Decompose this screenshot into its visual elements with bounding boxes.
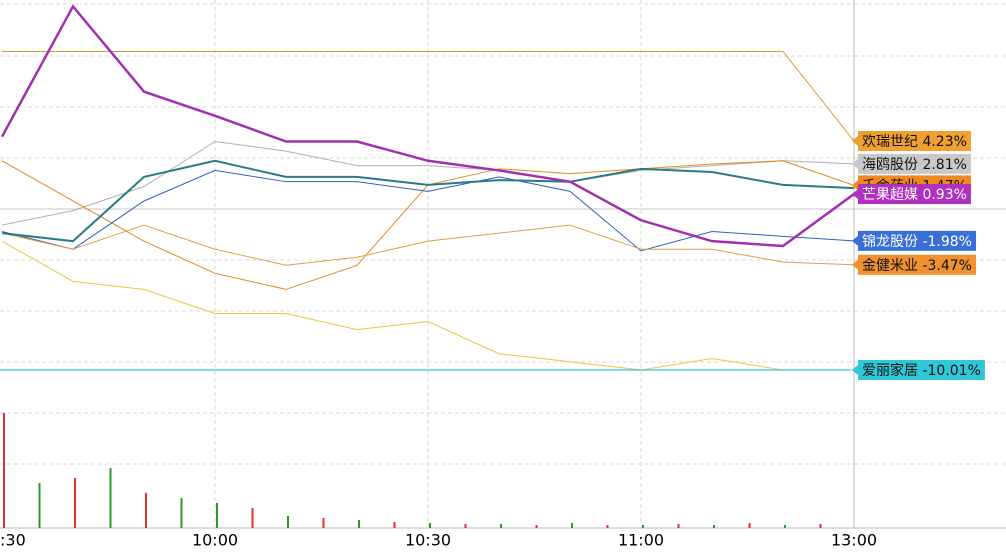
end-label-text: 海鸥股份 2.81% <box>862 156 967 173</box>
series-name: 欢瑞世纪 <box>862 134 918 150</box>
series-name: 锦龙股份 <box>862 233 918 250</box>
series-name: 海鸥股份 <box>862 156 918 173</box>
volume-bar <box>642 525 644 528</box>
end-label-text: 爱丽家居 -10.01% <box>862 362 981 379</box>
x-tick-label: 10:30 <box>405 531 451 550</box>
value-label: -3.47% <box>922 258 972 274</box>
end-label: 金健米业 -3.47% <box>852 254 976 275</box>
end-label: 芒果超媒 0.93% <box>852 184 971 205</box>
end-label-box <box>858 131 971 152</box>
volume-bar <box>145 493 147 528</box>
end-label-text: 欢瑞世纪 4.23% <box>862 134 967 150</box>
end-label-text: 金健米业 -3.47% <box>862 258 972 274</box>
volume-bar <box>500 524 502 528</box>
x-tick-label: :30 <box>0 531 26 550</box>
volume-bar <box>535 525 538 528</box>
end-label-text: 锦龙股份 -1.98% <box>862 233 972 250</box>
volume-bar <box>713 525 715 528</box>
end-label: 海鸥股份 2.81% <box>852 153 971 174</box>
volume-bar <box>393 522 396 528</box>
series-name: 金健米业 <box>862 258 918 274</box>
value-label: 2.81% <box>922 157 966 173</box>
end-label-box <box>858 359 985 380</box>
volume-bar <box>180 498 183 528</box>
volume-bar <box>322 518 325 528</box>
volume-bar <box>819 524 822 528</box>
x-tick-label: 11:00 <box>618 531 664 550</box>
end-label: 锦龙股份 -1.98% <box>852 230 976 251</box>
volume-bar <box>358 520 360 528</box>
volume-bar <box>748 523 751 528</box>
volume-bar <box>109 468 112 528</box>
end-label-pointer <box>852 235 858 246</box>
x-tick-label: 13:00 <box>831 531 877 550</box>
value-label: 4.23% <box>922 134 966 150</box>
end-label-box <box>858 230 976 251</box>
volume-bar <box>38 483 41 528</box>
series-name: 芒果超媒 <box>862 187 918 203</box>
x-tick-label: 10:00 <box>192 531 238 550</box>
value-label: 0.93% <box>922 187 966 203</box>
series-line <box>1 240 854 371</box>
end-label-text: 芒果超媒 0.93% <box>862 187 967 203</box>
series-line <box>1 140 855 226</box>
end-label-box <box>858 184 971 205</box>
grid <box>0 3 1006 465</box>
end-label-pointer <box>852 259 858 270</box>
series-line <box>1 224 855 266</box>
end-label: 爱丽家居 -10.01% <box>852 359 985 380</box>
volume-bar <box>571 523 573 528</box>
end-label-pointer <box>852 180 858 191</box>
series-line <box>1 159 855 243</box>
end-label: 欢瑞世纪 4.23% <box>852 131 971 152</box>
volume-bar <box>606 525 609 528</box>
end-label-pointer <box>852 364 858 375</box>
end-label-box <box>858 254 976 275</box>
volume-bar <box>287 516 289 528</box>
end-label-pointer <box>852 158 858 169</box>
end-label-pointer <box>852 189 858 200</box>
volume-bar <box>429 523 431 528</box>
end-label-box <box>858 153 971 174</box>
end-label-pointer <box>852 136 858 147</box>
series-line <box>1 169 855 252</box>
volume-bar <box>464 524 467 528</box>
series-name: 爱丽家居 <box>862 362 918 379</box>
volume-bar <box>74 478 76 528</box>
series-line <box>0 4 855 248</box>
volume-bar <box>251 508 254 528</box>
volume-bar <box>216 503 218 528</box>
volume-bar <box>784 525 786 528</box>
volume-bar <box>677 524 680 528</box>
series-line <box>2 50 855 142</box>
volume-bar <box>3 413 5 528</box>
value-label: -1.98% <box>922 234 972 250</box>
value-label: -10.01% <box>922 363 980 379</box>
